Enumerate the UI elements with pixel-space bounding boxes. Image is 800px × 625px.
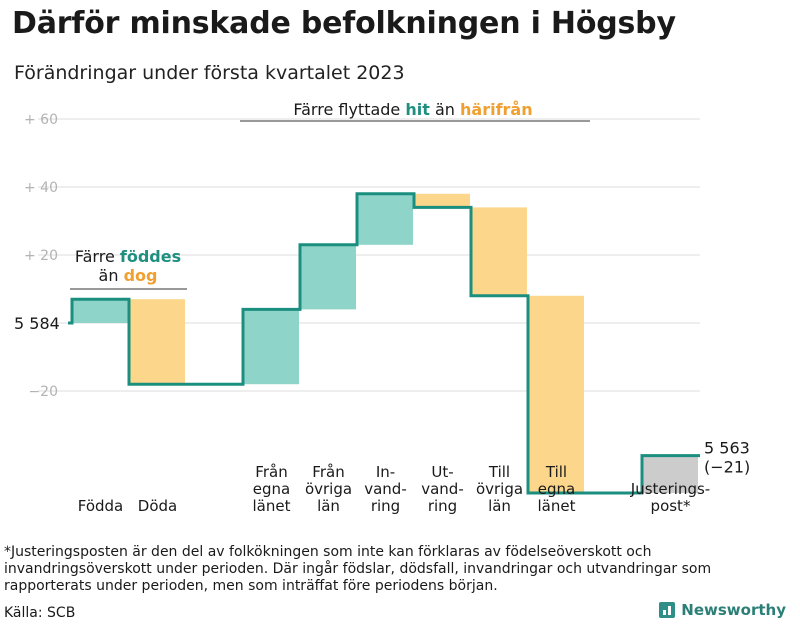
category-label: ring (428, 497, 457, 515)
category-label: egna (253, 480, 290, 498)
bar-chart-icon (659, 602, 676, 618)
category-label: länet (538, 497, 576, 515)
category-label: egna (538, 480, 575, 498)
category-label: post* (651, 497, 691, 515)
category-label: län (488, 497, 511, 515)
bar (472, 207, 527, 296)
annotation-births-line1: Färre föddes (75, 247, 181, 266)
bar (301, 244, 356, 310)
category-label: övriga (305, 480, 352, 498)
end-value-label: (−21) (704, 458, 750, 477)
category-label: vand- (421, 480, 464, 498)
bar (358, 193, 413, 245)
source-label: Källa: SCB (4, 605, 76, 621)
y-tick-label: + 40 (24, 180, 58, 196)
chart-title: Därför minskade befolkningen i Högsby (12, 6, 676, 41)
step-line (68, 192, 700, 495)
bar (244, 309, 299, 385)
y-tick-label: + 60 (24, 112, 58, 128)
y-tick-label: −20 (28, 384, 58, 400)
annotation-migration: Färre flyttade hit än härifrån (293, 100, 532, 119)
footnote: *Justeringsposten är den del av folkökni… (4, 544, 712, 594)
category-label: Födda (78, 497, 124, 515)
annotation-births-line2: än dog (99, 266, 158, 285)
end-value-label: 5 563 (704, 439, 750, 458)
start-value-label: 5 584 (14, 314, 60, 333)
bar (130, 299, 185, 385)
category-label: ring (371, 497, 400, 515)
category-label: Till (488, 463, 510, 481)
bar (415, 193, 470, 208)
category-label: län (317, 497, 340, 515)
bar (73, 299, 128, 323)
brand-name: Newsworthy (681, 601, 786, 619)
category-label: Ut- (431, 463, 453, 481)
category-label: Från (312, 463, 344, 481)
category-label: Justerings- (630, 480, 710, 498)
brand-logo: Newsworthy (659, 601, 786, 619)
category-label: Döda (138, 497, 177, 515)
chart-subtitle: Förändringar under första kvartalet 2023 (14, 62, 405, 84)
category-label: Till (545, 463, 567, 481)
bar (529, 295, 584, 493)
category-label: länet (253, 497, 291, 515)
y-tick-label: + 20 (24, 248, 58, 264)
category-label: Från (255, 463, 287, 481)
category-label: övriga (476, 480, 523, 498)
category-label: In- (376, 463, 395, 481)
bar (643, 455, 698, 493)
category-label: vand- (364, 480, 407, 498)
